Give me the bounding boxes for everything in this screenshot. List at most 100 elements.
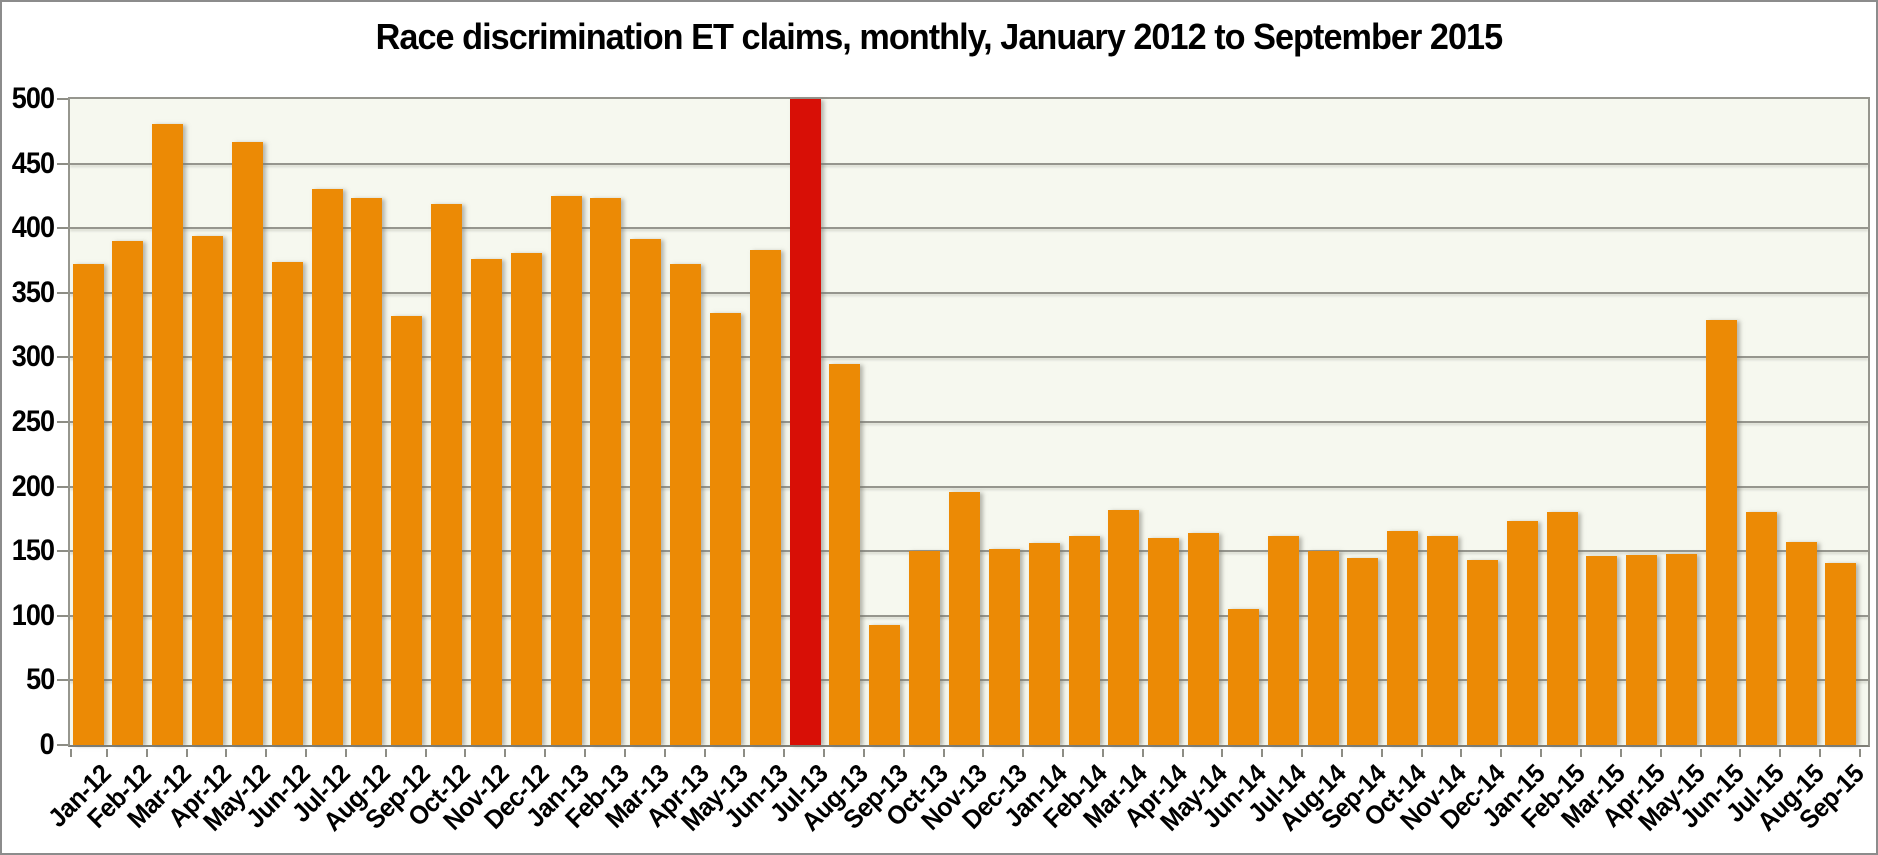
bar-nov-13 (948, 492, 980, 745)
y-tick-0 (57, 744, 68, 746)
bar-mar-15 (1586, 556, 1618, 745)
bar-jan-14 (1028, 543, 1060, 745)
y-axis-label-300: 300 (11, 340, 55, 374)
bar-feb-13 (590, 198, 622, 745)
x-tick-28 (1181, 749, 1184, 757)
x-tick-33 (1380, 749, 1383, 757)
gridline-450 (70, 162, 1868, 165)
x-tick-22 (942, 749, 945, 757)
bar-aug-14 (1307, 551, 1339, 745)
x-tick-30 (1261, 749, 1264, 757)
y-axis-label-0: 0 (39, 728, 55, 761)
x-tick-0 (70, 749, 72, 757)
y-tick-300 (57, 356, 68, 359)
y-tick-500 (57, 98, 68, 100)
x-tick-45 (1858, 749, 1861, 757)
x-tick-16 (703, 749, 706, 757)
plot-area (57, 97, 1870, 757)
bar-feb-14 (1068, 536, 1100, 745)
bar-apr-12 (192, 236, 224, 745)
bar-sep-13 (869, 625, 901, 745)
bar-apr-15 (1626, 555, 1658, 745)
x-tick-6 (305, 749, 308, 757)
x-tick-20 (862, 749, 865, 757)
bar-aug-13 (829, 364, 861, 745)
x-tick-4 (225, 749, 228, 757)
x-tick-2 (145, 749, 148, 757)
bar-feb-15 (1546, 512, 1578, 745)
x-tick-12 (544, 749, 547, 757)
y-tick-200 (57, 485, 68, 488)
x-tick-29 (1221, 749, 1224, 757)
x-tick-41 (1699, 749, 1702, 757)
y-tick-400 (57, 227, 68, 230)
x-tick-37 (1540, 749, 1543, 757)
x-tick-39 (1619, 749, 1622, 757)
bar-jan-12 (72, 264, 104, 745)
y-tick-350 (57, 291, 68, 294)
gridline-250 (70, 421, 1868, 423)
bar-sep-15 (1825, 563, 1857, 745)
bar-may-12 (231, 142, 263, 745)
bar-jan-15 (1506, 521, 1538, 745)
x-tick-5 (265, 749, 268, 757)
bar-dec-14 (1466, 560, 1498, 745)
bar-mar-13 (630, 239, 662, 745)
y-axis-label-350: 350 (11, 275, 55, 309)
x-tick-10 (464, 749, 467, 757)
bar-mar-14 (1108, 510, 1140, 745)
bar-oct-13 (909, 551, 941, 745)
y-axis-label-500: 500 (11, 82, 55, 115)
bar-may-14 (1188, 533, 1220, 745)
y-axis-label-100: 100 (11, 598, 55, 632)
bar-dec-13 (988, 549, 1020, 745)
x-tick-17 (743, 749, 746, 757)
gridline-200 (70, 485, 1868, 488)
bar-may-15 (1666, 554, 1698, 745)
bar-nov-12 (470, 259, 502, 745)
y-axis-label-150: 150 (11, 534, 55, 568)
bar-may-13 (709, 313, 741, 745)
x-tick-40 (1659, 749, 1662, 757)
bar-aug-12 (351, 198, 383, 745)
x-tick-9 (424, 749, 427, 757)
x-tick-3 (185, 749, 188, 757)
y-tick-250 (57, 421, 68, 423)
x-tick-13 (584, 749, 586, 757)
x-tick-18 (783, 749, 786, 757)
bar-jun-12 (271, 262, 303, 745)
x-tick-34 (1420, 749, 1423, 757)
gridline-300 (70, 356, 1868, 359)
x-tick-31 (1301, 749, 1304, 757)
bar-oct-14 (1387, 531, 1419, 745)
bar-sep-14 (1347, 558, 1379, 745)
y-axis-label-50: 50 (25, 663, 55, 697)
x-tick-14 (623, 749, 626, 757)
x-tick-21 (902, 749, 905, 757)
x-tick-38 (1580, 749, 1582, 757)
x-tick-8 (384, 749, 387, 757)
y-axis-label-400: 400 (11, 211, 55, 245)
x-tick-26 (1101, 749, 1104, 757)
x-tick-19 (823, 749, 826, 757)
x-tick-7 (344, 749, 347, 757)
bar-apr-13 (670, 264, 702, 745)
bar-jan-13 (550, 196, 582, 745)
y-axis-label-200: 200 (11, 469, 55, 503)
x-tick-43 (1779, 749, 1782, 757)
x-tick-44 (1819, 749, 1822, 757)
bar-jun-15 (1705, 320, 1737, 745)
gridline-350 (70, 291, 1868, 294)
x-tick-25 (1062, 749, 1065, 757)
bar-jun-14 (1227, 609, 1259, 745)
bar-jul-12 (311, 189, 343, 745)
x-tick-24 (1022, 749, 1025, 757)
bar-jun-13 (749, 250, 781, 745)
bar-apr-14 (1148, 538, 1180, 745)
bar-mar-12 (152, 124, 184, 745)
x-tick-1 (105, 749, 108, 757)
y-tick-150 (57, 550, 68, 553)
chart-title: Race discrimination ET claims, monthly, … (375, 16, 1503, 57)
bar-dec-12 (510, 253, 542, 745)
